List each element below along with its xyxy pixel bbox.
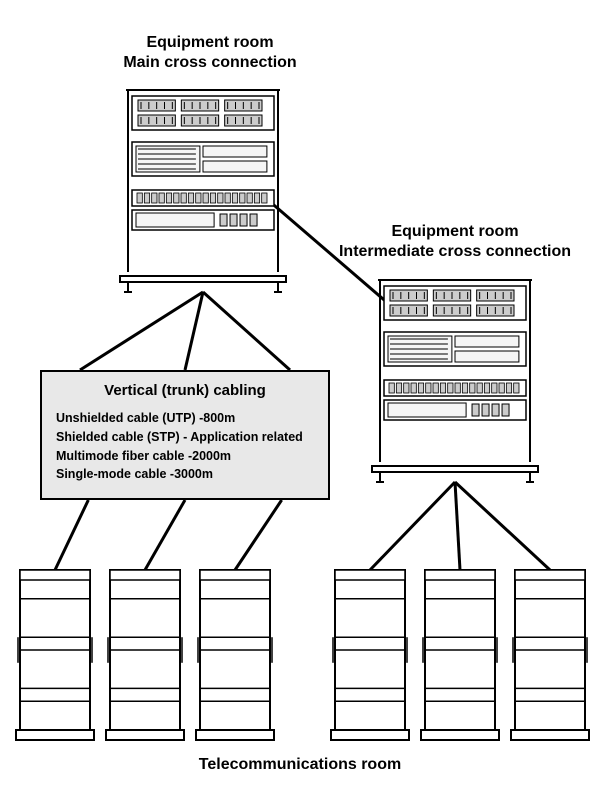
cabling-line-2: Multimode fiber cable -2000m xyxy=(56,447,314,466)
cabling-title: Vertical (trunk) cabling xyxy=(56,382,314,399)
bottom-label-text: Telecommunications room xyxy=(199,756,401,773)
inter-rack-label-l1: Equipment room xyxy=(391,223,518,240)
main-rack-label-l1: Equipment room xyxy=(146,34,273,51)
inter-rack-label: Equipment room Intermediate cross connec… xyxy=(320,222,590,262)
inter-rack-label-l2: Intermediate cross connection xyxy=(339,243,571,260)
bottom-label: Telecommunications room xyxy=(150,755,450,775)
main-rack-label: Equipment room Main cross connection xyxy=(100,33,320,73)
main-rack-label-l2: Main cross connection xyxy=(123,54,296,71)
cabling-box: Vertical (trunk) cabling Unshielded cabl… xyxy=(40,370,330,500)
cabling-line-1: Shielded cable (STP) - Application relat… xyxy=(56,428,314,447)
cabling-line-0: Unshielded cable (UTP) -800m xyxy=(56,409,314,428)
cabling-line-3: Single-mode cable -3000m xyxy=(56,465,314,484)
